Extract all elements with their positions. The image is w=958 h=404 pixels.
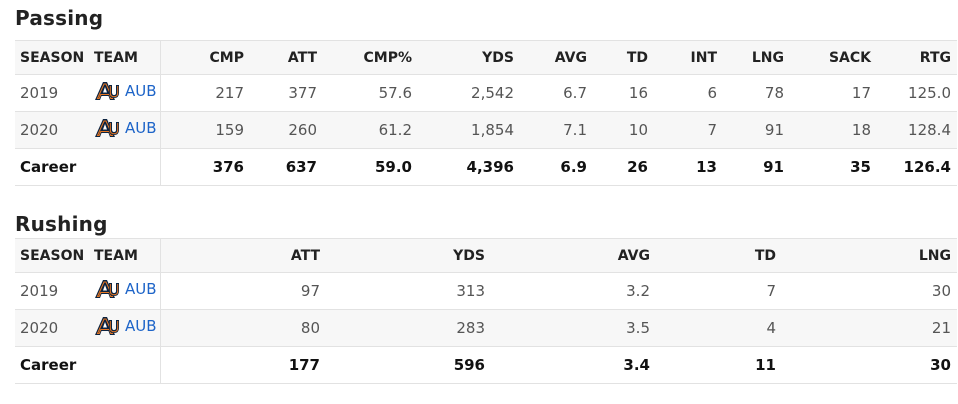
rtg-cell: 125.0 [908,84,951,102]
col-sack[interactable]: SACK [828,49,871,66]
team-cell: AUB [88,111,161,149]
cmp-pct-cell: 57.6 [378,84,412,102]
col-lng[interactable]: LNG [751,49,784,66]
col-team[interactable]: TEAM [88,238,161,273]
cmp-cell: 376 [212,158,244,176]
lng-cell: 30 [931,282,951,300]
avg-cell: 3.5 [626,319,650,337]
season-cell: 2020 [20,319,59,337]
table-row: 2019 AUB 217 377 57.6 [15,74,957,112]
col-int[interactable]: INT [690,49,717,66]
team-cell [88,148,161,186]
lng-cell: 30 [930,356,951,374]
season-cell: 2019 [20,84,59,102]
season-cell: 2019 [20,282,59,300]
col-att[interactable]: ATT [287,49,317,66]
table-row: 2019 AUB 97 313 3.2 [15,272,957,310]
team-cell: AUB [88,272,161,310]
team-cell: AUB [88,309,161,347]
rtg-cell: 128.4 [908,121,951,139]
lng-cell: 91 [763,158,784,176]
col-season[interactable]: SEASON [20,49,85,66]
avg-cell: 3.4 [623,356,650,374]
team-link[interactable]: AUB [125,280,157,298]
career-label: Career [20,158,77,176]
att-cell: 97 [300,282,320,300]
lng-cell: 91 [764,121,784,139]
att-cell: 637 [285,158,317,176]
col-yds[interactable]: YDS [482,49,514,66]
career-row: Career 177 596 3.4 11 30 [15,346,957,384]
cmp-cell: 217 [215,84,244,102]
sack-cell: 35 [850,158,871,176]
auburn-au-logo-icon[interactable] [94,81,122,101]
auburn-au-logo-icon[interactable] [94,316,122,336]
col-rtg[interactable]: RTG [919,49,951,66]
att-cell: 377 [288,84,317,102]
lng-cell: 21 [931,319,951,337]
att-cell: 80 [300,319,320,337]
yds-cell: 2,542 [471,84,514,102]
col-avg[interactable]: AVG [554,49,587,66]
season-cell: 2020 [20,121,59,139]
att-cell: 177 [288,356,320,374]
rushing-table: SEASON TEAM ATT YDS AVG TD LNG 2019 [15,238,957,384]
td-cell: 7 [766,282,776,300]
avg-cell: 6.7 [563,84,587,102]
table-row: 2020 AUB 80 283 3.5 [15,309,957,347]
int-cell: 6 [707,84,717,102]
cmp-pct-cell: 59.0 [374,158,412,176]
table-row: 2020 AUB 159 260 61.2 [15,111,957,149]
col-cmp-pct[interactable]: CMP% [363,49,413,66]
td-cell: 4 [766,319,776,337]
career-label: Career [20,356,77,374]
td-cell: 16 [628,84,648,102]
col-cmp[interactable]: CMP [209,49,244,66]
rushing-title: Rushing [15,212,108,236]
rtg-cell: 126.4 [903,158,951,176]
team-link[interactable]: AUB [125,82,157,100]
td-cell: 26 [627,158,648,176]
int-cell: 7 [707,121,717,139]
sack-cell: 18 [851,121,871,139]
cmp-pct-cell: 61.2 [378,121,412,139]
col-team[interactable]: TEAM [88,40,161,75]
passing-header-row: SEASON TEAM CMP ATT CMP% YDS AVG TD INT … [15,40,957,75]
col-td[interactable]: TD [754,247,776,264]
career-row: Career 376 637 59.0 4,396 6.9 26 13 91 3… [15,148,957,186]
lng-cell: 78 [764,84,784,102]
td-cell: 10 [628,121,648,139]
yds-cell: 283 [456,319,485,337]
col-season[interactable]: SEASON [20,247,85,264]
col-lng[interactable]: LNG [918,247,951,264]
rushing-header-row: SEASON TEAM ATT YDS AVG TD LNG [15,238,957,273]
yds-cell: 4,396 [466,158,514,176]
col-yds[interactable]: YDS [453,247,485,264]
team-cell [88,346,161,384]
int-cell: 13 [696,158,717,176]
auburn-au-logo-icon[interactable] [94,118,122,138]
team-cell: AUB [88,74,161,112]
yds-cell: 596 [453,356,485,374]
avg-cell: 3.2 [626,282,650,300]
passing-table: SEASON TEAM CMP ATT CMP% YDS AVG TD INT … [15,40,957,186]
sack-cell: 17 [851,84,871,102]
avg-cell: 6.9 [560,158,587,176]
avg-cell: 7.1 [563,121,587,139]
passing-title: Passing [15,6,104,30]
td-cell: 11 [755,356,776,374]
team-link[interactable]: AUB [125,317,157,335]
cmp-cell: 159 [215,121,244,139]
yds-cell: 1,854 [471,121,514,139]
att-cell: 260 [288,121,317,139]
auburn-au-logo-icon[interactable] [94,279,122,299]
col-td[interactable]: TD [626,49,648,66]
col-att[interactable]: ATT [290,247,320,264]
col-avg[interactable]: AVG [617,247,650,264]
team-link[interactable]: AUB [125,119,157,137]
yds-cell: 313 [456,282,485,300]
